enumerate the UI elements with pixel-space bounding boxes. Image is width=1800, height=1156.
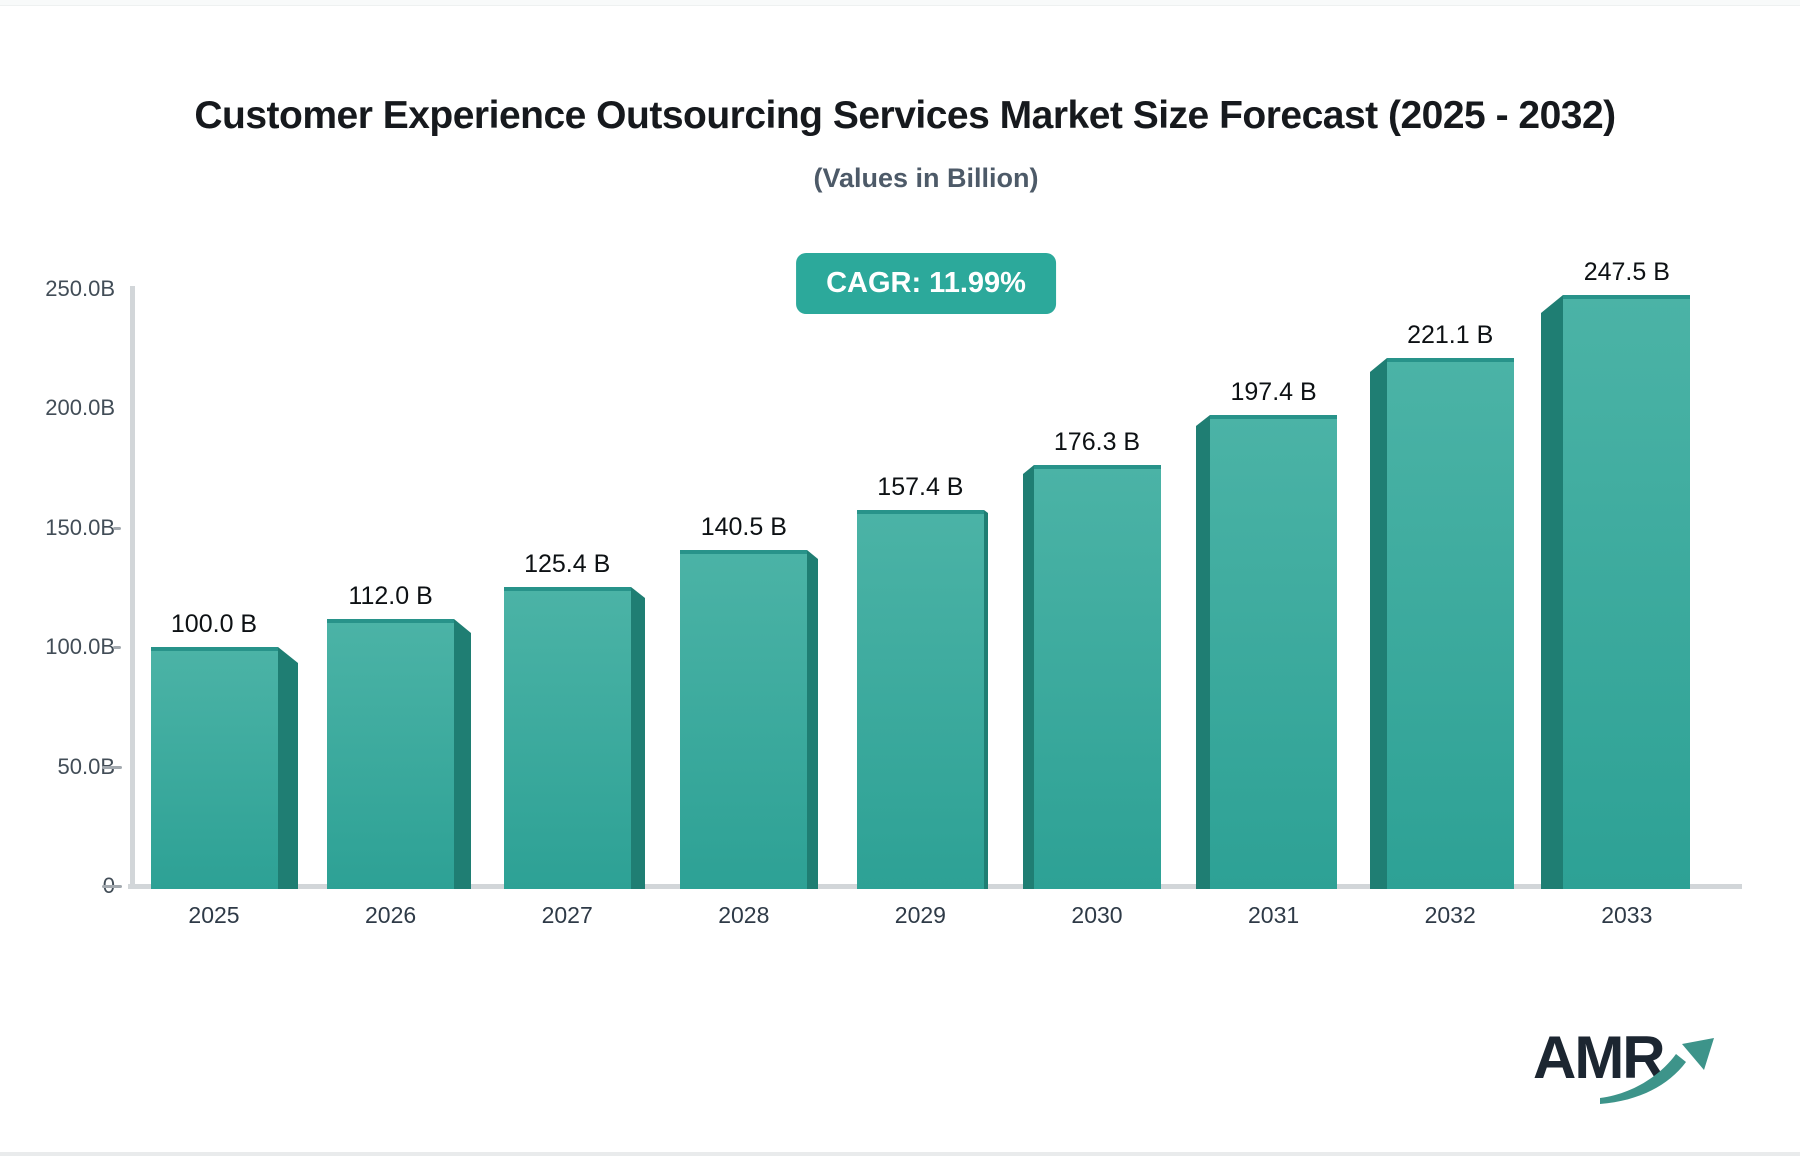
bar-value-label: 247.5 B (1583, 258, 1670, 286)
cagr-badge-label: CAGR: 11.99% (826, 267, 1026, 299)
bar-2027-side-face (631, 587, 645, 889)
y-axis-line (130, 286, 135, 884)
x-axis-label-2032: 2032 (1424, 902, 1476, 928)
bar-2027 (504, 587, 631, 889)
bar-2025-side-face (278, 647, 298, 889)
bar-2031-side-face (1196, 415, 1210, 889)
x-axis-label-2026: 2026 (365, 902, 417, 928)
logo-growth-arrow-icon (1600, 1038, 1714, 1104)
y-axis-tick (102, 885, 122, 888)
bar-2025 (151, 647, 278, 889)
bar-2028-side-face (807, 550, 818, 889)
x-axis-label-2029: 2029 (894, 902, 946, 928)
bar-value-label: 197.4 B (1230, 378, 1317, 406)
bar-2031 (1210, 415, 1337, 889)
y-axis-label: 100.0B (45, 634, 115, 659)
bar-value-label: 176.3 B (1053, 428, 1141, 456)
bar-value-label: 112.0 B (348, 582, 433, 610)
bar-2032-side-face (1370, 358, 1387, 889)
bar-2028 (680, 550, 807, 889)
y-axis-tick (113, 527, 121, 530)
x-axis-label-2033: 2033 (1601, 902, 1653, 928)
screen-bottom-edge (0, 1152, 1800, 1156)
bar-2030-side-face (1023, 465, 1034, 889)
bar-value-label: 157.4 B (877, 473, 964, 501)
bar-value-label: 100.0 B (170, 610, 258, 638)
bar-2026-side-face (454, 619, 471, 889)
x-axis-label-2027: 2027 (541, 902, 593, 928)
x-axis-label-2031: 2031 (1248, 902, 1300, 928)
y-axis-label: 150.0B (45, 515, 115, 540)
x-axis-label-2028: 2028 (718, 902, 770, 928)
screen-top-edge (0, 0, 1800, 6)
bar-2033-side-face (1541, 295, 1563, 889)
bar-2032 (1387, 358, 1514, 889)
y-axis-tick (113, 646, 121, 649)
x-axis-label-2025: 2025 (188, 902, 240, 928)
bar-2029-side-face (984, 510, 988, 889)
logo-text: AMR (1533, 1024, 1666, 1091)
x-axis-label-2030: 2030 (1071, 902, 1123, 928)
bar-2033 (1563, 295, 1690, 889)
y-axis-label: 50.0B (57, 754, 116, 779)
bar-2029 (857, 510, 984, 889)
chart-title: Customer Experience Outsourcing Services… (194, 94, 1616, 137)
y-axis-tick (102, 766, 122, 769)
bar-value-label: 140.5 B (700, 513, 787, 541)
chart-subtitle: (Values in Billion) (813, 163, 1039, 193)
y-axis-label: 0 (15, 873, 115, 899)
y-axis-label: 200.0B (45, 395, 115, 420)
bar-value-label: 125.4 B (524, 550, 611, 578)
bar-2030 (1034, 465, 1161, 889)
bar-2026 (327, 619, 454, 889)
bar-value-label: 221.1 B (1407, 321, 1494, 349)
y-axis-label: 250.0B (45, 276, 115, 301)
cagr-badge: CAGR: 11.99% (796, 253, 1056, 314)
